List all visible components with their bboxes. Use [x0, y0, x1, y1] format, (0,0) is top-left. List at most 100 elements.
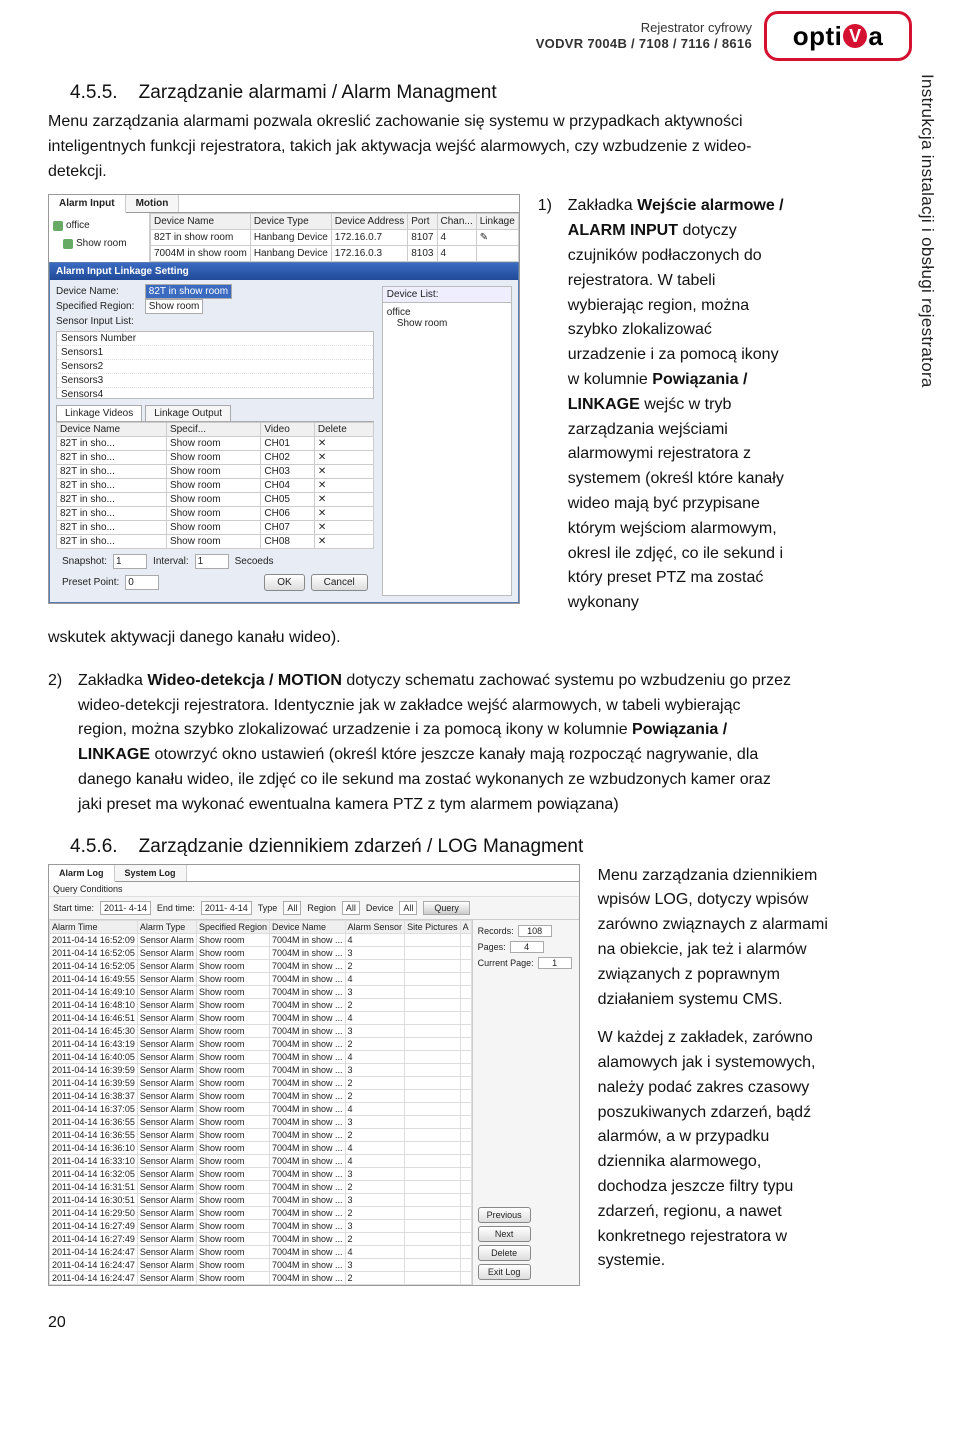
curpage-value: 1 [538, 957, 572, 969]
device-table-row[interactable]: 7004M in show roomHanbang Device172.16.0… [151, 246, 519, 262]
region-label: Region [307, 903, 336, 913]
device-table-header: Device Address [331, 214, 407, 230]
list-item-2: 2) Zakładka Wideo-detekcja / MOTION doty… [48, 669, 792, 818]
tab-linkage-videos[interactable]: Linkage Videos [56, 405, 142, 421]
region-tree[interactable]: office Show room [49, 213, 150, 262]
sensor-list-item[interactable]: Sensors1 [57, 346, 373, 360]
log-table-row[interactable]: 2011-04-14 16:32:05Sensor AlarmShow room… [50, 1167, 472, 1180]
input-region[interactable]: Show room [145, 299, 204, 314]
log-table-row[interactable]: 2011-04-14 16:30:51Sensor AlarmShow room… [50, 1193, 472, 1206]
input-snapshot[interactable]: 1 [113, 554, 147, 569]
pages-value: 4 [510, 941, 544, 953]
log-table-row[interactable]: 2011-04-14 16:33:10Sensor AlarmShow room… [50, 1154, 472, 1167]
list-item-1: 1) Zakładka Wejście alarmowe / ALARM INP… [538, 194, 792, 616]
log-table-row[interactable]: 2011-04-14 16:27:49Sensor AlarmShow room… [50, 1232, 472, 1245]
linkage-table-row[interactable]: 82T in sho...Show roomCH01✕ [57, 437, 374, 451]
device-table-header: Device Type [250, 214, 331, 230]
next-button[interactable]: Next [478, 1226, 531, 1242]
log-table-row[interactable]: 2011-04-14 16:48:10Sensor AlarmShow room… [50, 998, 472, 1011]
log-table-row[interactable]: 2011-04-14 16:39:59Sensor AlarmShow room… [50, 1063, 472, 1076]
linkage-table-header: Video [261, 423, 314, 437]
linkage-table-row[interactable]: 82T in sho...Show roomCH08✕ [57, 535, 374, 549]
folder-icon [63, 239, 73, 249]
log-table-row[interactable]: 2011-04-14 16:24:47Sensor AlarmShow room… [50, 1258, 472, 1271]
input-device-name[interactable]: 82T in show room [145, 284, 232, 299]
device-table-row[interactable]: 82T in show roomHanbang Device172.16.0.7… [151, 230, 519, 246]
log-table-row[interactable]: 2011-04-14 16:52:09Sensor AlarmShow room… [50, 933, 472, 946]
device-label: Device [366, 903, 394, 913]
log-table-header: Site Pictures [405, 920, 461, 933]
log-table-row[interactable]: 2011-04-14 16:43:19Sensor AlarmShow room… [50, 1037, 472, 1050]
linkage-table-row[interactable]: 82T in sho...Show roomCH05✕ [57, 493, 374, 507]
input-interval[interactable]: 1 [195, 554, 229, 569]
log-table-row[interactable]: 2011-04-14 16:37:05Sensor AlarmShow room… [50, 1102, 472, 1115]
log-table-row[interactable]: 2011-04-14 16:49:55Sensor AlarmShow room… [50, 972, 472, 985]
log-table-row[interactable]: 2011-04-14 16:39:59Sensor AlarmShow room… [50, 1076, 472, 1089]
type-select[interactable]: All [283, 901, 301, 915]
log-table-row[interactable]: 2011-04-14 16:36:10Sensor AlarmShow room… [50, 1141, 472, 1154]
log-table-header: Alarm Time [50, 920, 138, 933]
label-snapshot: Snapshot: [62, 556, 107, 567]
exit-log-button[interactable]: Exit Log [478, 1264, 531, 1280]
ok-button[interactable]: OK [264, 574, 304, 591]
cancel-button[interactable]: Cancel [311, 574, 368, 591]
page-header: Rejestrator cyfrowy VODVR 7004B / 7108 /… [48, 8, 912, 64]
linkage-table-row[interactable]: 82T in sho...Show roomCH04✕ [57, 479, 374, 493]
tab-motion[interactable]: Motion [126, 195, 180, 212]
device-list-item[interactable]: office [387, 307, 411, 318]
screenshot-log-management: Alarm Log System Log Query Conditions St… [48, 864, 580, 1286]
device-list-item[interactable]: Show room [397, 318, 448, 329]
logo: optiVa [764, 11, 912, 61]
log-table-row[interactable]: 2011-04-14 16:36:55Sensor AlarmShow room… [50, 1115, 472, 1128]
linkage-table-row[interactable]: 82T in sho...Show roomCH07✕ [57, 521, 374, 535]
sensor-list-item[interactable]: Sensors4 [57, 388, 373, 399]
log-table-row[interactable]: 2011-04-14 16:24:47Sensor AlarmShow room… [50, 1245, 472, 1258]
log-table-row[interactable]: 2011-04-14 16:45:30Sensor AlarmShow room… [50, 1024, 472, 1037]
tab-system-log[interactable]: System Log [115, 865, 187, 881]
log-table-row[interactable]: 2011-04-14 16:24:47Sensor AlarmShow room… [50, 1271, 472, 1284]
previous-button[interactable]: Previous [478, 1207, 531, 1223]
log-table-header: Alarm Sensor [345, 920, 405, 933]
log-table-row[interactable]: 2011-04-14 16:31:51Sensor AlarmShow room… [50, 1180, 472, 1193]
log-table-row[interactable]: 2011-04-14 16:46:51Sensor AlarmShow room… [50, 1011, 472, 1024]
linkage-table-row[interactable]: 82T in sho...Show roomCH06✕ [57, 507, 374, 521]
log-table-row[interactable]: 2011-04-14 16:52:05Sensor AlarmShow room… [50, 959, 472, 972]
linkage-table-row[interactable]: 82T in sho...Show roomCH02✕ [57, 451, 374, 465]
log-table-row[interactable]: 2011-04-14 16:36:55Sensor AlarmShow room… [50, 1128, 472, 1141]
item1-post: dotyczy czujników podłaczonych do rejest… [568, 222, 779, 388]
sidebar-vertical-caption: Instrukcja instalacji i obsługi rejestra… [915, 74, 938, 388]
tab-linkage-output[interactable]: Linkage Output [145, 405, 231, 421]
tree-root[interactable]: office [66, 220, 90, 231]
log-table-row[interactable]: 2011-04-14 16:52:05Sensor AlarmShow room… [50, 946, 472, 959]
records-label: Records: [478, 926, 514, 936]
sensor-list-item[interactable]: Sensors2 [57, 360, 373, 374]
item2-pre: Zakładka [78, 672, 147, 689]
log-table-row[interactable]: 2011-04-14 16:29:50Sensor AlarmShow room… [50, 1206, 472, 1219]
end-time-input[interactable]: 2011- 4-14 [201, 901, 252, 915]
tree-child[interactable]: Show room [76, 238, 127, 249]
logo-text-post: a [868, 21, 883, 52]
start-time-input[interactable]: 2011- 4-14 [100, 901, 151, 915]
log-table-header: Alarm Type [137, 920, 196, 933]
logo-text-mid: V [843, 24, 867, 48]
log-table-row[interactable]: 2011-04-14 16:27:49Sensor AlarmShow room… [50, 1219, 472, 1232]
sensor-list-item[interactable]: Sensors Number [57, 332, 373, 346]
query-button[interactable]: Query [423, 901, 470, 915]
input-preset[interactable]: 0 [125, 575, 159, 590]
tab-alarm-log[interactable]: Alarm Log [49, 865, 115, 882]
label-region: Specified Region: [56, 301, 142, 312]
item1-number: 1) [538, 194, 560, 616]
alarm-tabs: Alarm Input Motion [49, 195, 519, 213]
sensor-list-item[interactable]: Sensors3 [57, 374, 373, 388]
device-list-panel: Device List: office Show room [382, 286, 512, 596]
sensor-list[interactable]: Sensors NumberSensors1Sensors2Sensors3Se… [56, 331, 374, 399]
tab-alarm-input[interactable]: Alarm Input [49, 195, 126, 213]
label-interval: Interval: [153, 556, 189, 567]
log-table-row[interactable]: 2011-04-14 16:40:05Sensor AlarmShow room… [50, 1050, 472, 1063]
delete-button[interactable]: Delete [478, 1245, 531, 1261]
log-table-row[interactable]: 2011-04-14 16:38:37Sensor AlarmShow room… [50, 1089, 472, 1102]
device-select[interactable]: All [399, 901, 417, 915]
linkage-table-row[interactable]: 82T in sho...Show roomCH03✕ [57, 465, 374, 479]
log-table-row[interactable]: 2011-04-14 16:49:10Sensor AlarmShow room… [50, 985, 472, 998]
region-select[interactable]: All [342, 901, 360, 915]
